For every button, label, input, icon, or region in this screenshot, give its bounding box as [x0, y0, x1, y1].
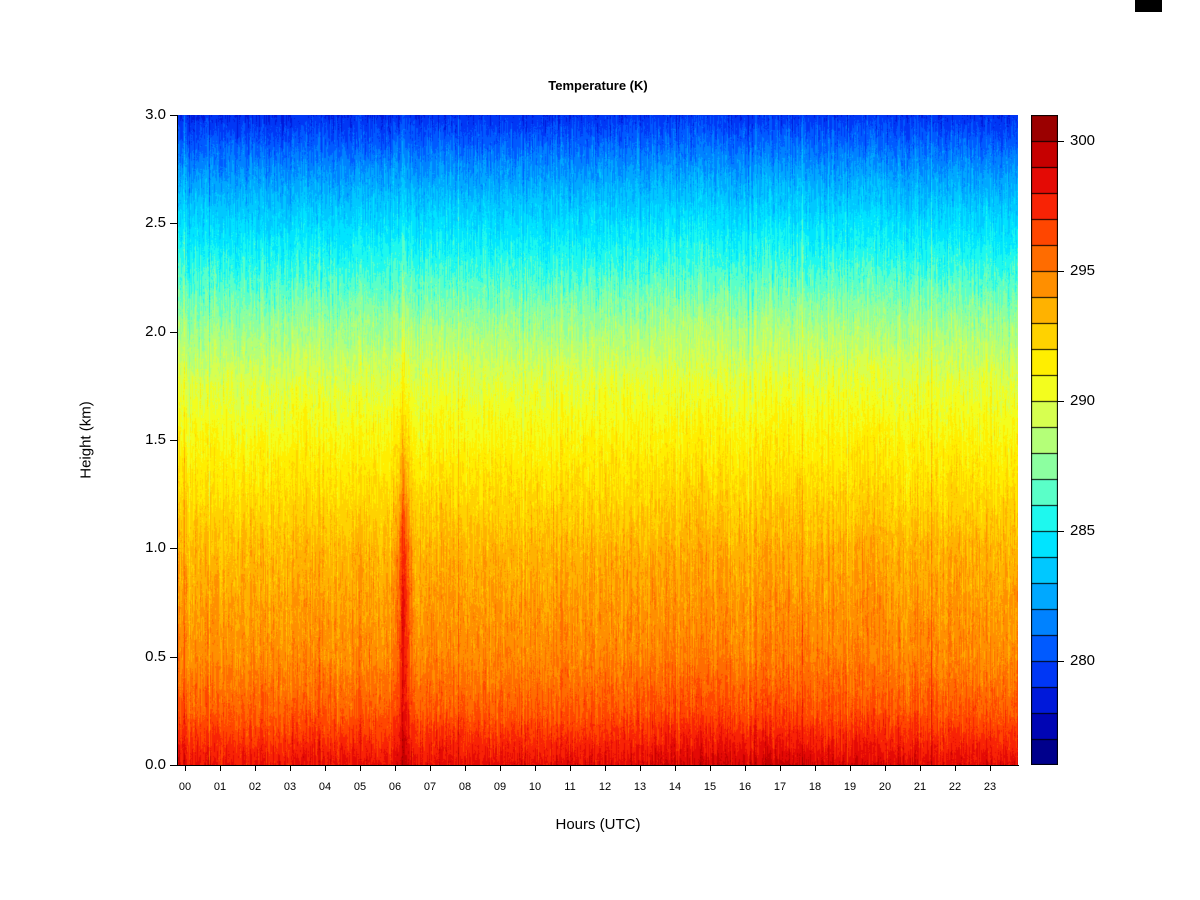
x-tick-mark	[990, 766, 991, 771]
x-tick-label: 13	[633, 781, 647, 793]
x-tick-mark	[710, 766, 711, 771]
colorbar	[1031, 115, 1058, 765]
colorbar-tick-mark	[1058, 141, 1064, 142]
x-tick-mark	[535, 766, 536, 771]
y-tick-mark	[170, 440, 177, 441]
x-tick-label: 08	[458, 781, 472, 793]
colorbar-tick-mark	[1058, 271, 1064, 272]
x-tick-label: 07	[423, 781, 437, 793]
x-tick-mark	[290, 766, 291, 771]
x-tick-mark	[430, 766, 431, 771]
x-tick-mark	[955, 766, 956, 771]
x-tick-mark	[780, 766, 781, 771]
x-tick-label: 09	[493, 781, 507, 793]
x-tick-label: 17	[773, 781, 787, 793]
y-tick-mark	[170, 657, 177, 658]
x-tick-mark	[675, 766, 676, 771]
x-tick-mark	[885, 766, 886, 771]
x-tick-mark	[360, 766, 361, 771]
y-axis-label: Height (km)	[77, 401, 95, 479]
corner-mark	[1135, 0, 1162, 12]
y-tick-label: 2.0	[145, 323, 166, 340]
y-tick-mark	[170, 115, 177, 116]
x-tick-mark	[325, 766, 326, 771]
colorbar-tick-mark	[1058, 401, 1064, 402]
colorbar-tick-label: 295	[1070, 262, 1096, 279]
colorbar-tick-label: 280	[1070, 652, 1096, 669]
x-tick-mark	[850, 766, 851, 771]
x-tick-label: 01	[213, 781, 227, 793]
colorbar-tick-mark	[1058, 531, 1064, 532]
x-tick-label: 00	[178, 781, 192, 793]
y-tick-mark	[170, 332, 177, 333]
x-tick-mark	[640, 766, 641, 771]
x-tick-mark	[745, 766, 746, 771]
x-tick-label: 06	[388, 781, 402, 793]
x-tick-label: 18	[808, 781, 822, 793]
y-axis-line	[177, 115, 178, 766]
x-tick-mark	[395, 766, 396, 771]
x-tick-label: 10	[528, 781, 542, 793]
x-tick-label: 03	[283, 781, 297, 793]
x-tick-label: 21	[913, 781, 927, 793]
x-tick-label: 12	[598, 781, 612, 793]
y-tick-label: 3.0	[145, 106, 166, 123]
x-tick-label: 04	[318, 781, 332, 793]
colorbar-tick-label: 285	[1070, 522, 1096, 539]
x-tick-label: 14	[668, 781, 682, 793]
colorbar-tick-mark	[1058, 661, 1064, 662]
colorbar-tick-label: 300	[1070, 132, 1096, 149]
y-tick-label: 0.0	[145, 756, 166, 773]
x-tick-mark	[570, 766, 571, 771]
x-tick-label: 16	[738, 781, 752, 793]
x-tick-label: 05	[353, 781, 367, 793]
y-tick-label: 0.5	[145, 648, 166, 665]
x-tick-mark	[220, 766, 221, 771]
x-tick-label: 20	[878, 781, 892, 793]
x-axis-line	[177, 765, 1019, 766]
y-tick-label: 2.5	[145, 214, 166, 231]
x-tick-mark	[255, 766, 256, 771]
y-tick-mark	[170, 765, 177, 766]
y-tick-mark	[170, 223, 177, 224]
y-tick-label: 1.0	[145, 539, 166, 556]
chart-title: Temperature (K)	[548, 78, 648, 93]
x-tick-label: 19	[843, 781, 857, 793]
x-tick-label: 11	[564, 781, 576, 793]
x-tick-mark	[815, 766, 816, 771]
x-tick-mark	[920, 766, 921, 771]
x-tick-mark	[605, 766, 606, 771]
x-tick-label: 23	[983, 781, 997, 793]
x-tick-label: 15	[703, 781, 717, 793]
y-tick-mark	[170, 548, 177, 549]
x-axis-label: Hours (UTC)	[555, 816, 641, 833]
x-tick-mark	[465, 766, 466, 771]
colorbar-tick-label: 290	[1070, 392, 1096, 409]
heatmap-canvas	[178, 115, 1018, 765]
y-tick-label: 1.5	[145, 431, 166, 448]
x-tick-label: 22	[948, 781, 962, 793]
x-tick-mark	[500, 766, 501, 771]
x-tick-mark	[185, 766, 186, 771]
x-tick-label: 02	[248, 781, 262, 793]
